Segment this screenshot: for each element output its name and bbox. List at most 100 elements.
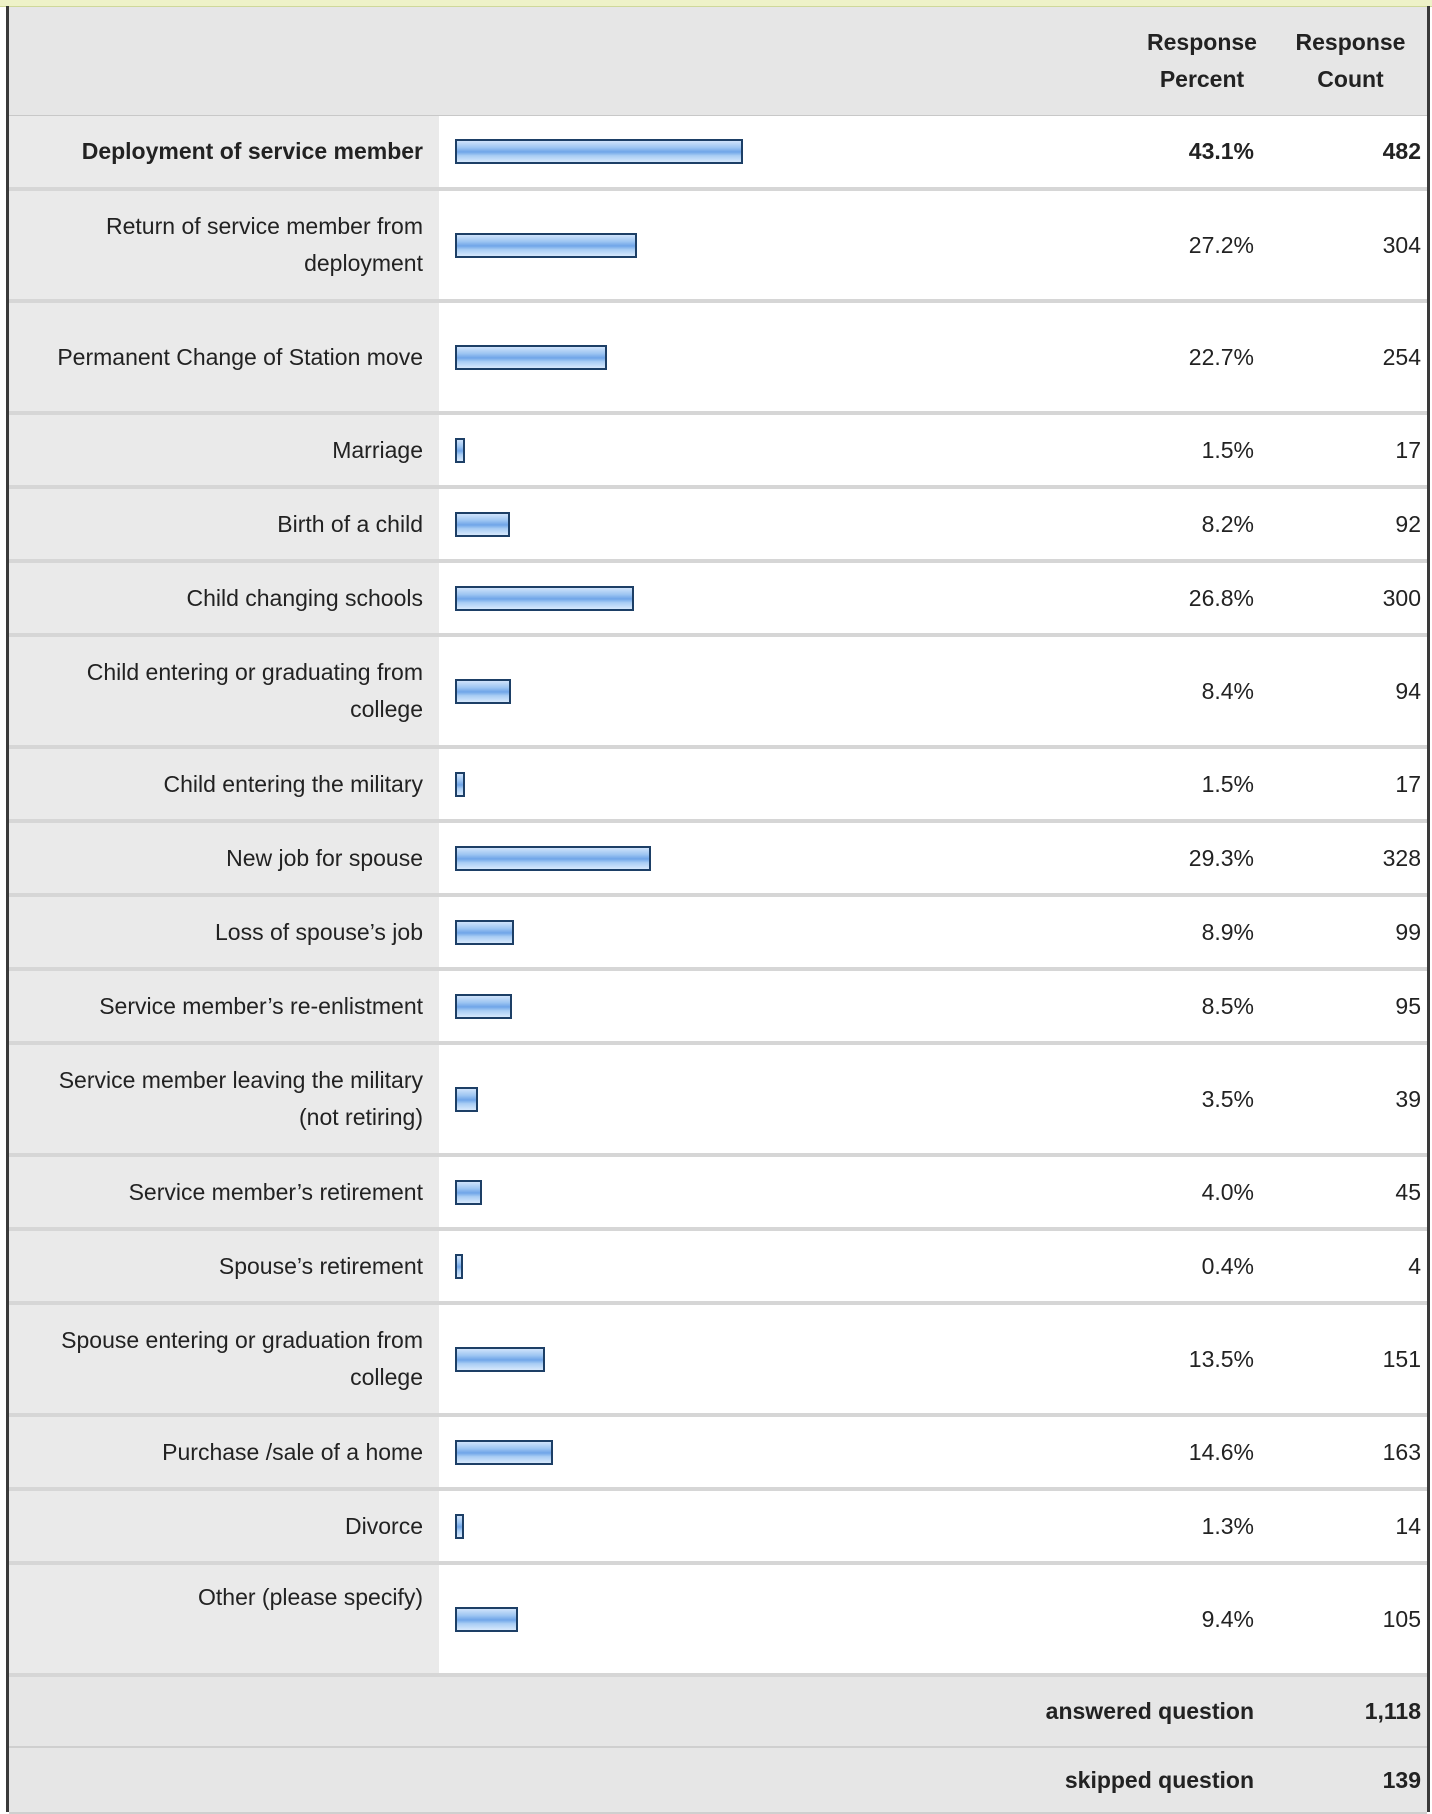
- response-bar: [455, 771, 465, 797]
- table-row: New job for spouse 29.3% 328: [9, 821, 1427, 897]
- skipped-question-row: skipped question 139: [9, 1747, 1427, 1814]
- response-bar: [455, 138, 743, 164]
- response-count: 95: [1274, 969, 1427, 1045]
- response-percent: 4.0%: [984, 1155, 1274, 1231]
- bar-cell: [439, 1489, 984, 1565]
- response-bar: [455, 678, 511, 704]
- response-count: 105: [1274, 1563, 1427, 1677]
- response-percent: 22.7%: [984, 301, 1274, 415]
- header-percent-text: Response Percent: [1147, 28, 1257, 92]
- answer-label: Service member leaving the military (not…: [9, 1043, 439, 1157]
- response-percent: 1.3%: [984, 1489, 1274, 1565]
- bar-cell: [439, 487, 984, 563]
- top-accent-strip: [0, 0, 1432, 7]
- header-count-text: Response Count: [1295, 28, 1406, 92]
- header-response-count: Response Count: [1274, 7, 1427, 116]
- answer-label: Marriage: [9, 413, 439, 489]
- response-percent: 0.4%: [984, 1229, 1274, 1305]
- answer-label: Loss of spouse’s job: [9, 895, 439, 971]
- table-row: Other (please specify) 9.4% 105: [9, 1563, 1427, 1677]
- header-blank-bar: [439, 7, 984, 116]
- panel-frame: [6, 6, 1430, 1812]
- response-bar: [455, 1513, 464, 1539]
- bar-cell: [439, 301, 984, 415]
- answer-label: Divorce: [9, 1489, 439, 1565]
- response-count: 328: [1274, 821, 1427, 897]
- header-blank-label: [9, 7, 439, 116]
- answer-label: New job for spouse: [9, 821, 439, 897]
- bar-cell: [439, 1563, 984, 1677]
- table-row: Permanent Change of Station move 22.7% 254: [9, 301, 1427, 415]
- response-count: 304: [1274, 189, 1427, 303]
- response-percent: 1.5%: [984, 413, 1274, 489]
- response-count: 4: [1274, 1229, 1427, 1305]
- response-bar: [455, 1606, 518, 1632]
- response-percent: 9.4%: [984, 1563, 1274, 1677]
- response-bar: [455, 1253, 463, 1279]
- table-header-row: Response Percent Response Count: [9, 7, 1427, 116]
- summary-value: 139: [1274, 1747, 1427, 1814]
- bar-cell: [439, 561, 984, 637]
- answer-label: Other (please specify): [9, 1563, 439, 1677]
- response-percent: 8.5%: [984, 969, 1274, 1045]
- response-count: 92: [1274, 487, 1427, 563]
- bar-cell: [439, 413, 984, 489]
- bar-cell: [439, 1303, 984, 1417]
- table-row: Service member leaving the military (not…: [9, 1043, 1427, 1157]
- table-row: Spouse entering or graduation from colle…: [9, 1303, 1427, 1417]
- response-bar: [455, 437, 465, 463]
- response-percent: 29.3%: [984, 821, 1274, 897]
- response-percent: 26.8%: [984, 561, 1274, 637]
- answer-label: Child entering the military: [9, 747, 439, 823]
- answer-label: Permanent Change of Station move: [9, 301, 439, 415]
- table-row: Spouse’s retirement 0.4% 4: [9, 1229, 1427, 1305]
- response-percent: 27.2%: [984, 189, 1274, 303]
- response-percent: 43.1%: [984, 115, 1274, 191]
- table-row: Marriage 1.5% 17: [9, 413, 1427, 489]
- table-row: Purchase /sale of a home 14.6% 163: [9, 1415, 1427, 1491]
- response-bar: [455, 1346, 545, 1372]
- table-row: Service member’s retirement 4.0% 45: [9, 1155, 1427, 1231]
- bar-cell: [439, 115, 984, 191]
- response-percent: 13.5%: [984, 1303, 1274, 1417]
- table-row: Divorce 1.3% 14: [9, 1489, 1427, 1565]
- response-count: 14: [1274, 1489, 1427, 1565]
- table-row: Loss of spouse’s job 8.9% 99: [9, 895, 1427, 971]
- bar-cell: [439, 895, 984, 971]
- response-count: 99: [1274, 895, 1427, 971]
- answer-label: Child changing schools: [9, 561, 439, 637]
- summary-value: 1,118: [1274, 1675, 1427, 1748]
- header-response-percent: Response Percent: [984, 7, 1274, 116]
- response-bar: [455, 511, 510, 537]
- answer-label: Spouse entering or graduation from colle…: [9, 1303, 439, 1417]
- answer-label: Spouse’s retirement: [9, 1229, 439, 1305]
- response-bar: [455, 919, 514, 945]
- bar-cell: [439, 747, 984, 823]
- bar-cell: [439, 189, 984, 303]
- response-percent: 8.4%: [984, 635, 1274, 749]
- response-percent: 8.2%: [984, 487, 1274, 563]
- response-count: 17: [1274, 747, 1427, 823]
- response-count: 300: [1274, 561, 1427, 637]
- answer-label: Birth of a child: [9, 487, 439, 563]
- response-bar: [455, 344, 607, 370]
- bar-cell: [439, 969, 984, 1045]
- table-row: Child entering or graduating from colleg…: [9, 635, 1427, 749]
- response-count: 151: [1274, 1303, 1427, 1417]
- response-percent: 8.9%: [984, 895, 1274, 971]
- response-bar: [455, 1439, 553, 1465]
- table-row: Child entering the military 1.5% 17: [9, 747, 1427, 823]
- response-bar: [455, 845, 651, 871]
- response-count: 482: [1274, 115, 1427, 191]
- answer-label: Deployment of service member: [9, 115, 439, 191]
- response-percent: 1.5%: [984, 747, 1274, 823]
- response-count: 45: [1274, 1155, 1427, 1231]
- response-count: 254: [1274, 301, 1427, 415]
- answered-question-row: answered question 1,118: [9, 1675, 1427, 1748]
- table-row: Birth of a child 8.2% 92: [9, 487, 1427, 563]
- response-bar: [455, 993, 512, 1019]
- bar-cell: [439, 1155, 984, 1231]
- answer-label: Service member’s re-enlistment: [9, 969, 439, 1045]
- bar-cell: [439, 635, 984, 749]
